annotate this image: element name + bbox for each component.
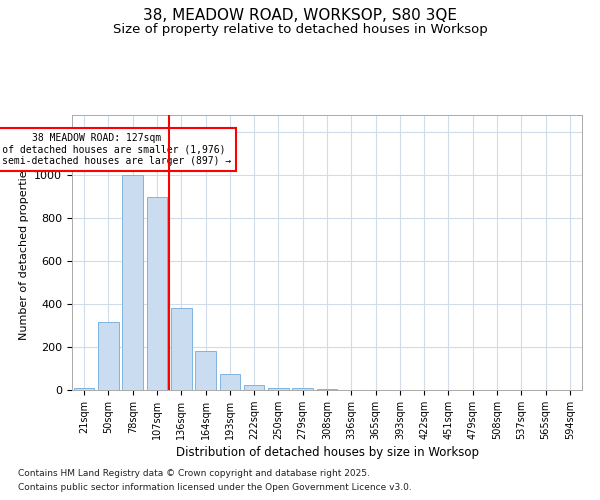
Bar [195, 352, 216, 390]
Bar [146, 196, 167, 390]
Text: 38 MEADOW ROAD: 127sqm
← 68% of detached houses are smaller (1,976)
31% of semi-: 38 MEADOW ROAD: 127sqm ← 68% of detached… [0, 134, 232, 166]
Bar [220, 374, 240, 390]
Bar [317, 389, 337, 390]
Y-axis label: Number of detached properties: Number of detached properties [19, 165, 29, 340]
Bar [74, 388, 94, 390]
Text: Size of property relative to detached houses in Worksop: Size of property relative to detached ho… [113, 22, 487, 36]
Bar [98, 322, 119, 390]
Bar [122, 175, 143, 390]
Text: Contains public sector information licensed under the Open Government Licence v3: Contains public sector information licen… [18, 484, 412, 492]
Bar [244, 386, 265, 390]
Bar [268, 388, 289, 390]
Text: Contains HM Land Registry data © Crown copyright and database right 2025.: Contains HM Land Registry data © Crown c… [18, 468, 370, 477]
Bar [171, 308, 191, 390]
X-axis label: Distribution of detached houses by size in Worksop: Distribution of detached houses by size … [176, 446, 479, 459]
Bar [292, 388, 313, 390]
Text: 38, MEADOW ROAD, WORKSOP, S80 3QE: 38, MEADOW ROAD, WORKSOP, S80 3QE [143, 8, 457, 22]
